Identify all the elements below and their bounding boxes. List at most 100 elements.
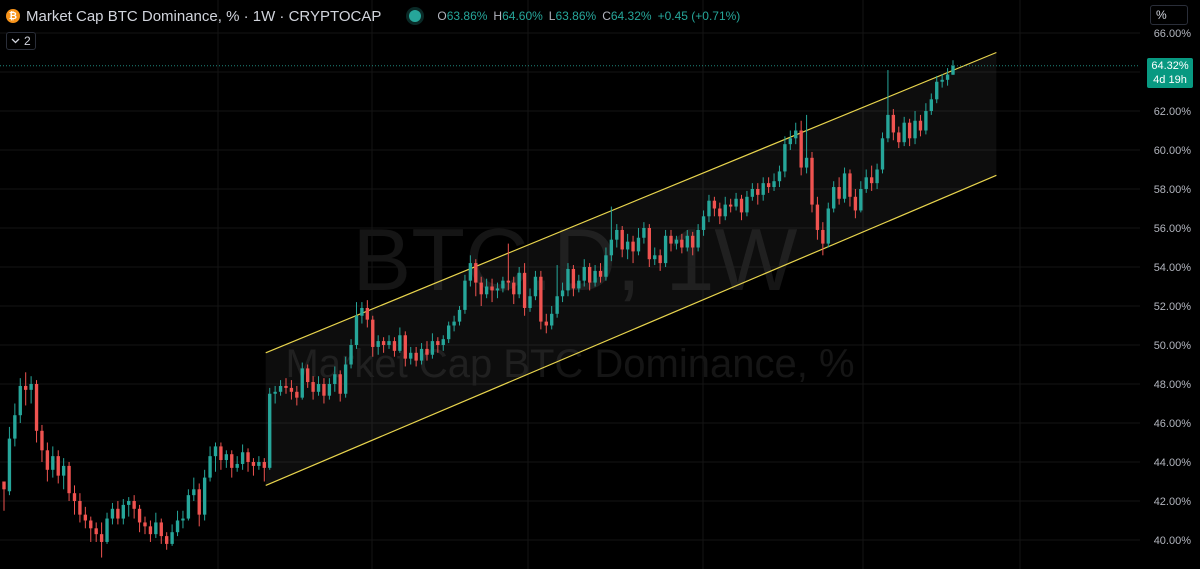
candle-body	[392, 341, 397, 351]
candle-body	[945, 74, 950, 80]
candle-body	[409, 352, 413, 359]
symbol-title[interactable]: Market Cap BTC Dominance, % · 1W · CRYPT…	[26, 7, 382, 25]
candle-body	[154, 522, 158, 535]
candle-body	[696, 229, 700, 248]
candle-body	[186, 495, 191, 519]
candle-body	[886, 114, 890, 139]
candle-body	[311, 382, 315, 392]
candle-body	[631, 241, 635, 252]
candle-body	[848, 173, 852, 197]
candle-body	[170, 532, 174, 544]
candle-body	[712, 200, 717, 209]
candle-body	[891, 114, 896, 133]
candle-body	[72, 493, 77, 501]
candle-body	[376, 341, 380, 347]
y-tick-label: 62.00%	[1154, 106, 1192, 118]
candle-body	[555, 296, 559, 314]
change-value: +0.45 (+0.71%)	[657, 9, 741, 23]
candle-body	[783, 144, 787, 172]
candle-body	[137, 508, 142, 523]
y-tick-label: 48.00%	[1154, 379, 1192, 391]
candle-body	[273, 391, 277, 394]
y-tick-label: 66.00%	[1154, 28, 1192, 40]
candle-body	[663, 235, 668, 264]
candle-body	[457, 309, 462, 322]
candle-body	[343, 364, 348, 394]
candle-body	[446, 325, 451, 340]
candle-body	[360, 307, 364, 316]
candle-body	[202, 477, 207, 515]
candle-body	[653, 255, 657, 260]
candle-body	[143, 522, 147, 527]
candle-body	[685, 235, 689, 248]
close-value: 64.32%	[610, 9, 652, 23]
candle-body	[517, 272, 521, 295]
watermark-name: Market Cap BTC Dominance, %	[285, 342, 854, 386]
candle-body	[804, 157, 809, 168]
candle-body	[756, 189, 760, 195]
channel-lower-line	[265, 174, 997, 486]
last-price-label: 64.32% 4d 19h	[1147, 58, 1193, 88]
indicators-toggle-button[interactable]: 2	[6, 32, 36, 50]
candle-body	[295, 391, 299, 398]
watermark-symbol: BTC.D, 1W	[353, 210, 798, 309]
y-tick-label: 44.00%	[1154, 457, 1192, 469]
bar-countdown: 4d 19h	[1153, 74, 1187, 86]
candle-body	[208, 456, 212, 478]
candle-body	[880, 138, 885, 170]
candle-body	[777, 171, 782, 182]
candle-body	[2, 481, 6, 490]
scale-mode-button[interactable]: %	[1150, 5, 1188, 25]
candle-body	[387, 341, 391, 345]
candle-body	[642, 228, 646, 238]
candle-body	[278, 385, 283, 392]
close-label: C	[602, 9, 611, 23]
candle-body	[349, 345, 353, 365]
candle-body	[61, 465, 66, 476]
candle-body	[468, 263, 473, 281]
candle-body	[625, 241, 630, 250]
candle-body	[479, 282, 483, 295]
candle-body	[365, 307, 370, 320]
candle-body	[924, 111, 928, 131]
chevron-down-icon	[11, 38, 20, 44]
candle-body	[305, 368, 310, 383]
candle-body	[832, 187, 836, 209]
y-tick-label: 58.00%	[1154, 184, 1192, 196]
candle-body	[680, 239, 684, 248]
candle-body	[929, 99, 933, 111]
candle-body	[403, 335, 407, 359]
candle-body	[501, 280, 505, 289]
candle-body	[723, 204, 727, 217]
candle-body	[165, 536, 169, 544]
candle-body	[669, 235, 673, 244]
candle-body	[587, 267, 592, 283]
candle-body	[83, 514, 88, 521]
candle-body	[197, 489, 201, 515]
candle-body	[577, 280, 581, 289]
candle-body	[902, 122, 906, 143]
candle-body	[615, 229, 619, 240]
candle-body	[859, 189, 863, 211]
open-label: O	[437, 9, 447, 23]
candle-body	[441, 339, 445, 345]
candle-body	[246, 452, 250, 462]
candle-body	[40, 430, 44, 451]
candle-body	[78, 501, 82, 515]
candle-body	[24, 385, 28, 390]
high-label: H	[493, 9, 503, 23]
candle-body	[864, 177, 868, 189]
candle-body	[436, 341, 440, 345]
candle-body	[89, 520, 93, 529]
candle-body	[799, 130, 803, 168]
bitcoin-icon: ₿	[6, 9, 20, 23]
candle-body	[495, 288, 500, 291]
candle-body	[371, 319, 375, 347]
candle-body	[701, 216, 706, 230]
candle-body	[512, 282, 516, 295]
candle-body	[609, 239, 614, 256]
candle-body	[620, 229, 624, 250]
candle-body	[425, 348, 429, 355]
candle-body	[734, 198, 738, 207]
